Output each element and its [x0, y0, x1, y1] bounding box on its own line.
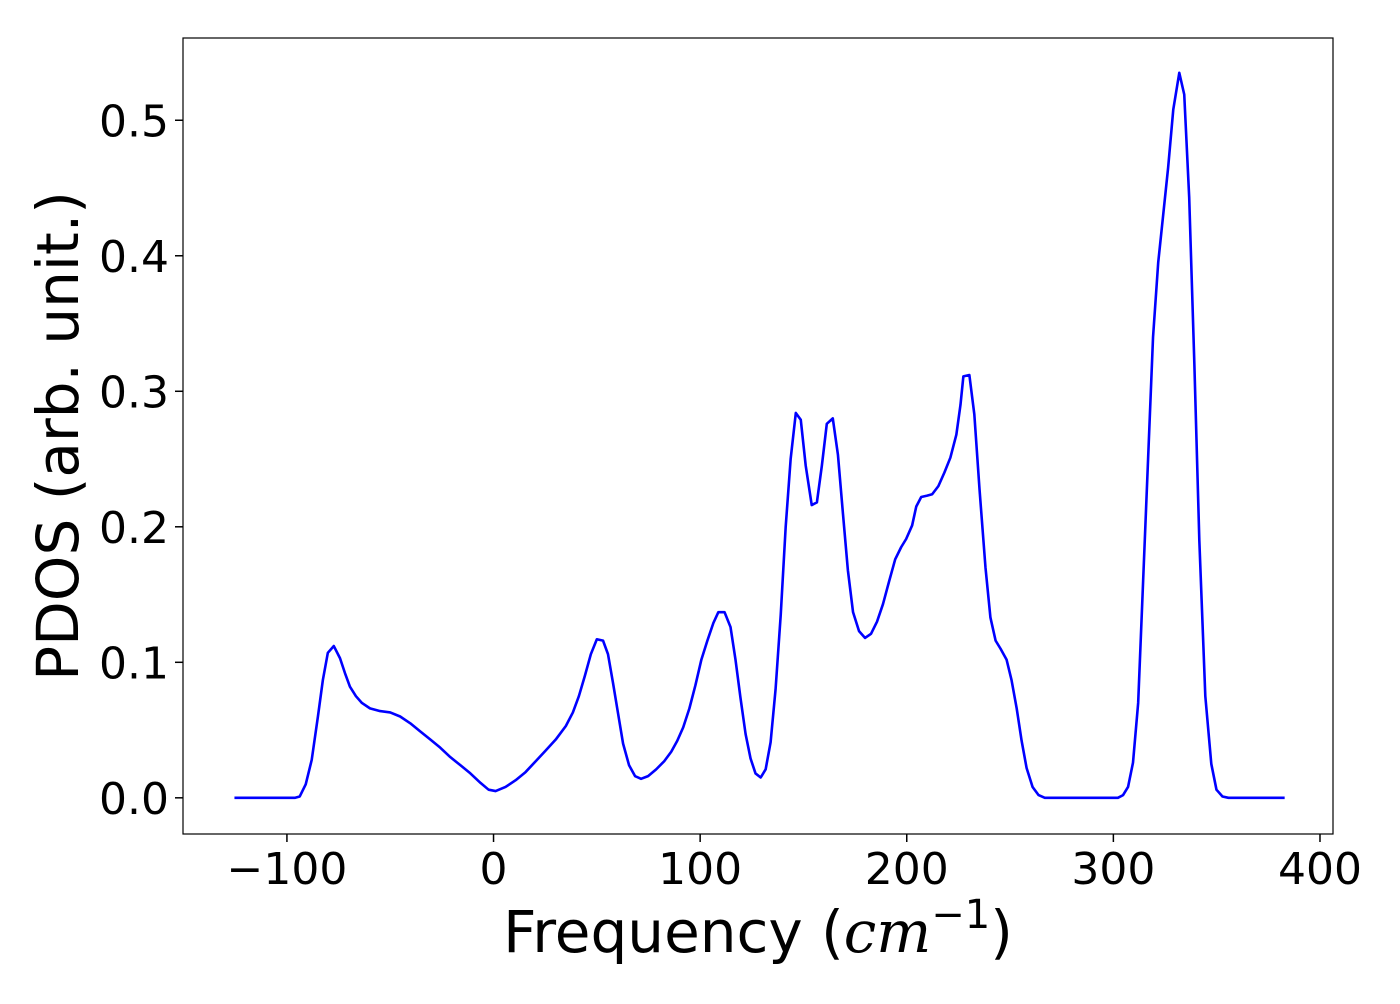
x-tick-label: 200: [865, 844, 949, 895]
x-tick-label: −100: [226, 844, 347, 895]
y-tick-label: 0.5: [99, 96, 169, 147]
x-tick-label: 300: [1071, 844, 1155, 895]
y-tick-label: 0.0: [99, 774, 169, 825]
x-label-exponent: −1: [931, 892, 990, 938]
x-tick-label: 0: [480, 844, 508, 895]
y-tick-label: 0.4: [99, 232, 169, 283]
y-tick-label: 0.1: [99, 638, 169, 689]
x-label-unit: cm: [844, 898, 931, 966]
x-label-close: ): [990, 898, 1013, 966]
plot-frame: [182, 37, 1334, 835]
line: [234, 71, 1285, 800]
x-tick-label: 100: [658, 844, 742, 895]
y-tick-label: 0.3: [99, 367, 169, 418]
x-tick-label: 400: [1278, 844, 1362, 895]
y-tick-label: 0.2: [99, 503, 169, 554]
y-axis-label: PDOS (arb. unit.): [24, 191, 92, 681]
x-axis-label: Frequency (cm−1): [503, 892, 1013, 966]
x-label-text: Frequency (: [503, 898, 844, 966]
